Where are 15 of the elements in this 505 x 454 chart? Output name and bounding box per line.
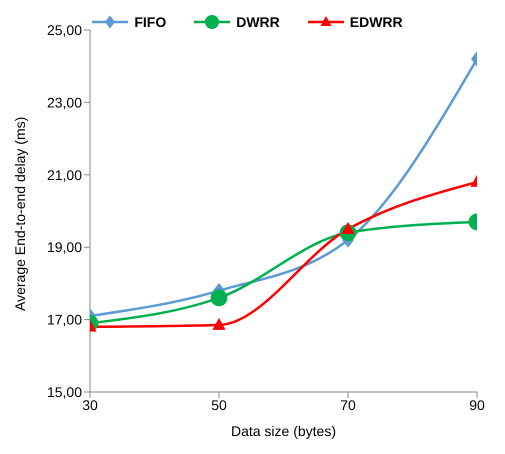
legend-label: DWRR bbox=[235, 14, 280, 30]
y-tick-label: 19,00 bbox=[46, 239, 82, 256]
x-tick-label: 70 bbox=[340, 396, 356, 413]
y-tick-label: 15,00 bbox=[46, 384, 82, 400]
x-tick-label: 50 bbox=[211, 396, 227, 413]
x-tick-label: 30 bbox=[82, 396, 98, 413]
legend-label: FIFO bbox=[133, 14, 166, 30]
x-axis-title: Data size (bytes) bbox=[230, 423, 336, 439]
legend-label: EDWRR bbox=[348, 14, 403, 30]
y-tick-label: 25,00 bbox=[46, 22, 82, 38]
y-tick-label: 21,00 bbox=[46, 166, 82, 183]
y-axis-title: Average End-to-end delay (ms) bbox=[12, 116, 28, 311]
y-tick-label: 17,00 bbox=[46, 312, 82, 328]
x-tick-label: 90 bbox=[469, 396, 485, 413]
y-tick-label: 23,00 bbox=[46, 94, 82, 110]
